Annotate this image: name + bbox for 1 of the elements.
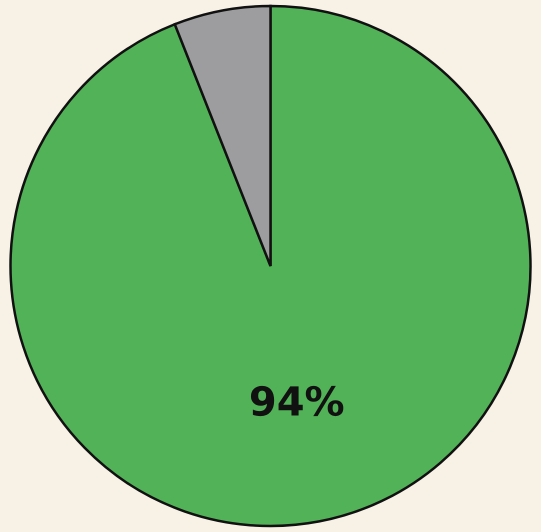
data-label: 94% [248,380,345,426]
